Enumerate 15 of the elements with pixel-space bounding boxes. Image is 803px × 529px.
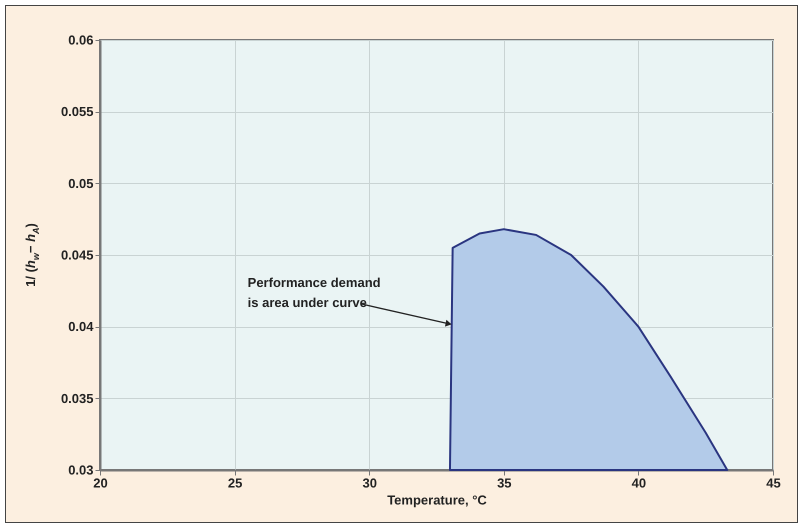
x-tick-label: 40 xyxy=(632,476,646,490)
y-tick-label: 0.03 xyxy=(68,462,94,478)
y-tick-label: 0.055 xyxy=(60,104,94,120)
y-tick-label: 0.06 xyxy=(68,32,94,48)
x-tick-label: 30 xyxy=(362,476,377,490)
y-tick-label: 0.035 xyxy=(60,390,94,406)
x-axis-title: Temperature, °C xyxy=(387,492,488,508)
x-tick-label: 20 xyxy=(93,476,108,490)
y-tick-label: 0.04 xyxy=(68,319,94,334)
x-tick-label: 35 xyxy=(497,476,512,490)
annotation: Performance demand is area under curve xyxy=(248,274,381,310)
x-tick-label: 25 xyxy=(228,476,242,490)
y-tick-label: 0.05 xyxy=(68,176,94,191)
y-tick-label: 0.045 xyxy=(60,248,94,262)
x-tick-label: 45 xyxy=(766,476,781,490)
